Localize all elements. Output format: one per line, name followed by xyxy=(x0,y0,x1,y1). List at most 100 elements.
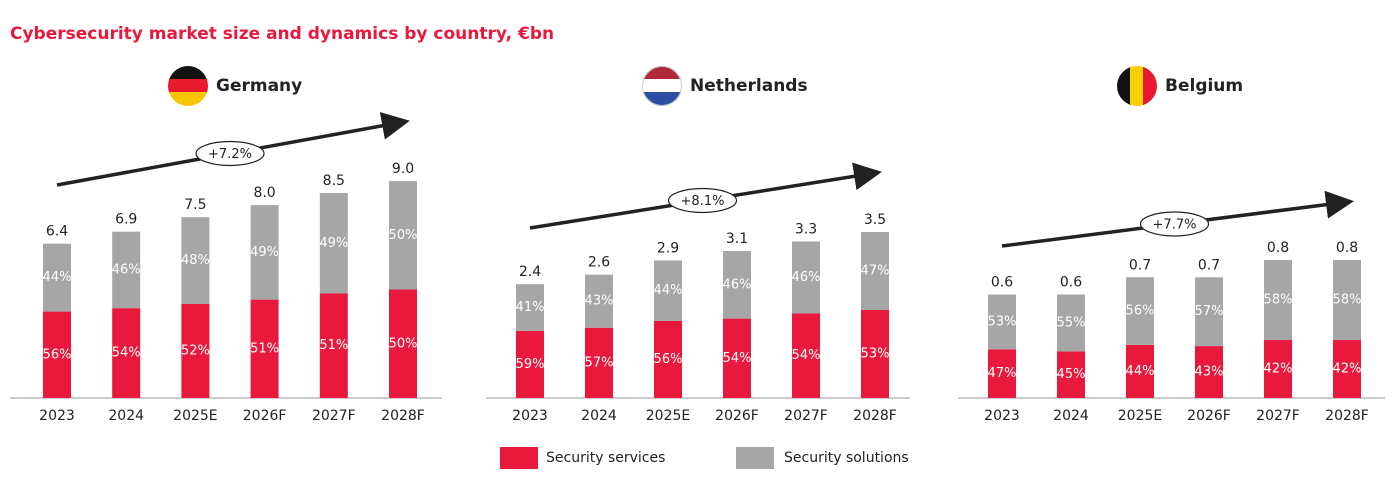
segment-label: 41% xyxy=(516,300,545,315)
cagr-label: +8.1% xyxy=(681,194,725,209)
segment-label: 42% xyxy=(1333,362,1362,377)
segment-label: 49% xyxy=(250,245,279,260)
bar-segment xyxy=(861,232,889,311)
total-label: 3.3 xyxy=(795,221,817,237)
x-tick-label: 2023 xyxy=(39,408,75,424)
bar-segment xyxy=(1264,340,1292,398)
bar-segment xyxy=(654,260,682,321)
panel-title: Belgium xyxy=(1165,76,1243,96)
segment-label: 49% xyxy=(319,236,348,251)
x-tick-label: 2023 xyxy=(512,408,548,424)
x-tick-label: 2026F xyxy=(715,408,759,424)
panel-title: Netherlands xyxy=(690,76,808,96)
total-label: 0.6 xyxy=(1060,275,1082,291)
segment-label: 56% xyxy=(1126,304,1155,319)
total-label: 0.8 xyxy=(1267,240,1289,256)
segment-label: 51% xyxy=(319,338,348,353)
bar-segment xyxy=(112,308,141,398)
bar-segment xyxy=(1333,260,1361,341)
x-tick-label: 2026F xyxy=(243,408,287,424)
segment-label: 47% xyxy=(861,264,890,279)
bar-segment xyxy=(250,205,279,300)
segment-label: 57% xyxy=(585,355,614,370)
cagr-label: +7.7% xyxy=(1153,218,1197,233)
bar-segment xyxy=(723,250,751,319)
total-label: 0.7 xyxy=(1129,257,1151,273)
bar-segment xyxy=(585,327,613,398)
x-tick-label: 2025E xyxy=(1118,408,1162,424)
x-tick-label: 2027F xyxy=(1256,408,1300,424)
bar-segment xyxy=(1126,277,1154,345)
x-tick-label: 2028F xyxy=(1325,408,1369,424)
total-label: 9.0 xyxy=(392,161,414,177)
total-label: 3.5 xyxy=(864,212,886,228)
bar-segment xyxy=(389,289,417,398)
total-label: 2.4 xyxy=(519,264,541,280)
segment-label: 50% xyxy=(389,228,418,243)
segment-label: 46% xyxy=(112,262,141,277)
chart-title: Cybersecurity market size and dynamics b… xyxy=(10,24,554,44)
bar-segment xyxy=(1057,351,1085,398)
bar-segment xyxy=(723,318,751,398)
segment-label: 50% xyxy=(389,336,418,351)
legend-label: Security solutions xyxy=(784,450,909,466)
segment-label: 43% xyxy=(1195,365,1224,380)
legend-swatch xyxy=(500,447,538,469)
segment-label: 48% xyxy=(181,253,210,268)
bar-segment xyxy=(654,320,682,398)
bar-segment xyxy=(181,303,210,398)
segment-label: 46% xyxy=(723,277,752,292)
bar-segment xyxy=(1057,294,1085,352)
segment-label: 51% xyxy=(250,341,279,356)
legend-swatch xyxy=(736,447,774,469)
x-tick-label: 2024 xyxy=(1053,408,1089,424)
x-tick-label: 2025E xyxy=(173,408,217,424)
cagr-bubble xyxy=(667,187,738,214)
segment-label: 59% xyxy=(516,357,545,372)
bar-segment xyxy=(181,217,210,304)
total-label: 2.9 xyxy=(657,240,679,256)
x-tick-label: 2026F xyxy=(1187,408,1231,424)
bar-segment xyxy=(1195,346,1223,398)
cagr-bubble xyxy=(1139,211,1210,237)
cagr-bubble xyxy=(195,140,265,167)
x-tick-label: 2024 xyxy=(581,408,617,424)
segment-label: 54% xyxy=(112,346,141,361)
bar-segment xyxy=(516,330,544,398)
flag-belgium xyxy=(1117,66,1157,106)
bar-segment xyxy=(792,241,820,314)
total-label: 2.6 xyxy=(588,255,610,271)
flag-germany xyxy=(168,66,208,106)
x-tick-label: 2025E xyxy=(646,408,690,424)
x-tick-label: 2028F xyxy=(381,408,425,424)
bar-segment xyxy=(1333,340,1361,398)
total-label: 6.9 xyxy=(115,212,137,228)
flag-netherlands xyxy=(642,66,682,106)
segment-label: 58% xyxy=(1264,293,1293,308)
bar-segment xyxy=(112,231,141,309)
legend-label: Security services xyxy=(546,450,665,466)
segment-label: 52% xyxy=(181,343,210,358)
segment-label: 58% xyxy=(1333,293,1362,308)
bar-segment xyxy=(988,294,1016,350)
bar-segment xyxy=(319,293,348,398)
segment-label: 53% xyxy=(988,314,1017,329)
bar-segment xyxy=(1126,344,1154,398)
segment-label: 57% xyxy=(1195,304,1224,319)
bar-segment xyxy=(516,284,544,331)
bar-segment xyxy=(250,299,279,398)
segment-label: 54% xyxy=(792,348,821,363)
bar-segment xyxy=(1264,260,1292,341)
bar-segment xyxy=(43,243,71,312)
bar-segment xyxy=(585,274,613,328)
total-label: 0.7 xyxy=(1198,257,1220,273)
segment-label: 42% xyxy=(1264,362,1293,377)
x-tick-label: 2027F xyxy=(312,408,356,424)
total-label: 7.5 xyxy=(184,197,206,213)
bar-segment xyxy=(861,310,889,398)
bar-segment xyxy=(389,181,417,290)
bar-segment xyxy=(43,311,71,398)
x-tick-label: 2023 xyxy=(984,408,1020,424)
x-tick-label: 2027F xyxy=(784,408,828,424)
panel-title: Germany xyxy=(216,76,302,96)
